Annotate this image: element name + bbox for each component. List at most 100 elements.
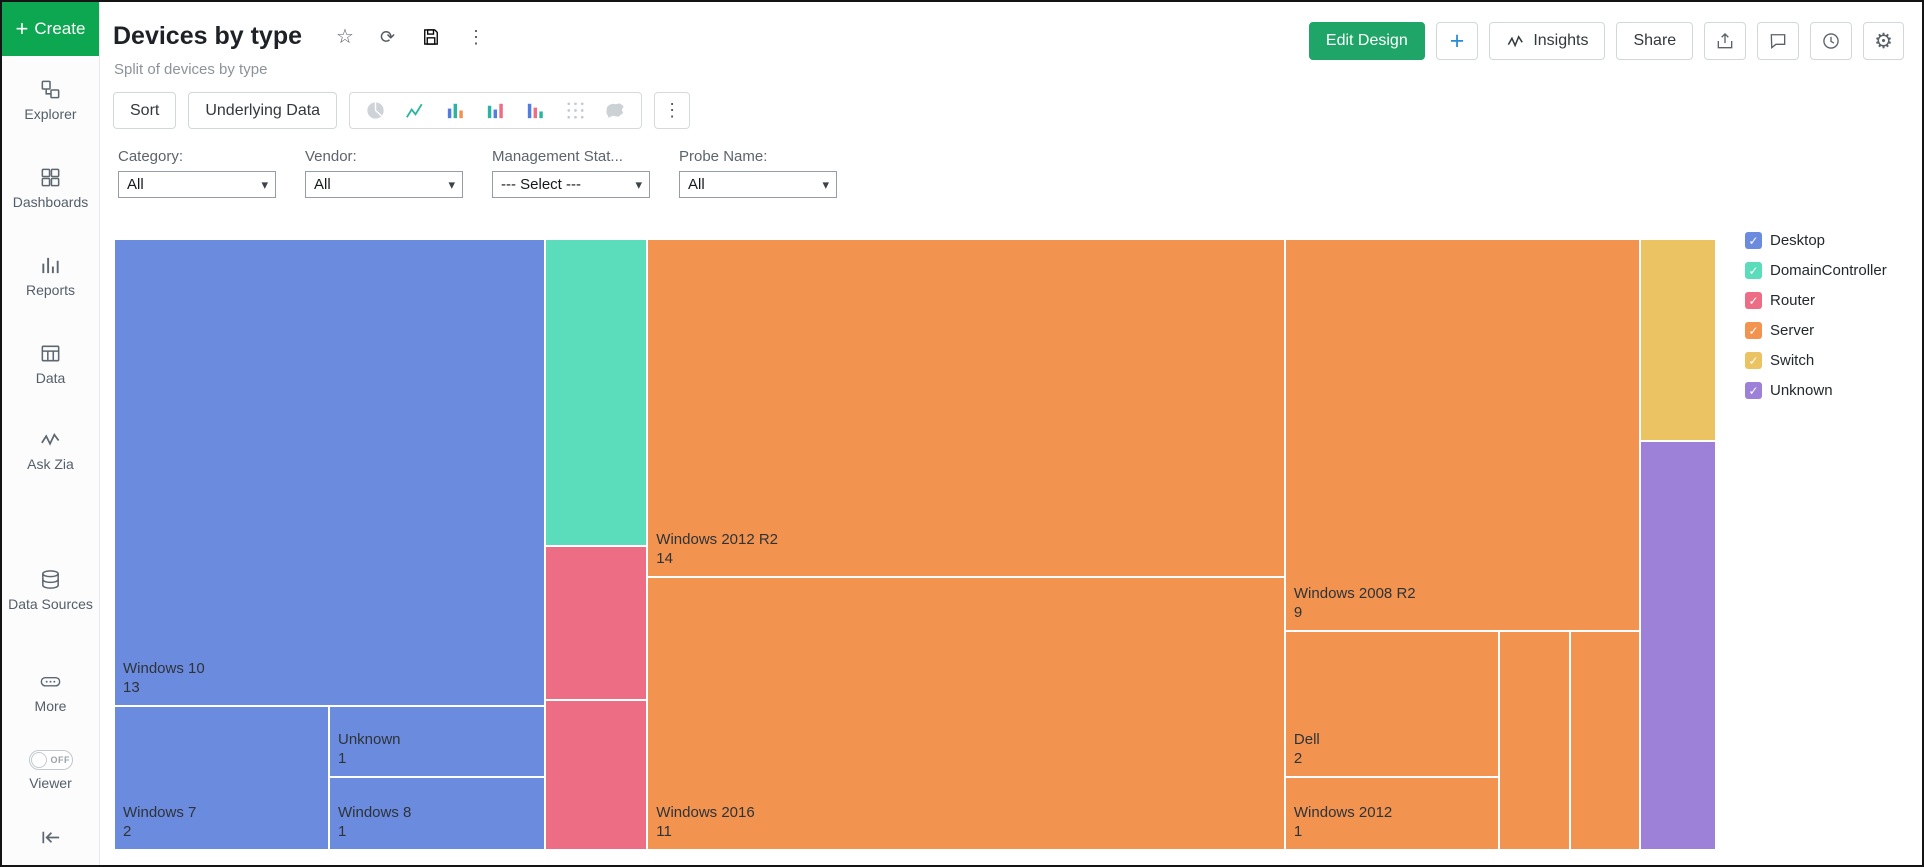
- treemap-cell[interactable]: Dell 2: [1284, 631, 1499, 778]
- treemap-cell[interactable]: [1639, 440, 1716, 850]
- legend-item[interactable]: ✓ Server: [1745, 322, 1887, 339]
- chart-type-switcher: [349, 92, 643, 129]
- edit-design-button[interactable]: Edit Design: [1308, 22, 1425, 60]
- treemap-cell-label: Dell: [1293, 731, 1320, 749]
- sidebar-collapse[interactable]: [2, 826, 99, 849]
- filter-vendor: Vendor: All ▾: [305, 148, 463, 198]
- treemap-cell-value: 1: [337, 822, 347, 840]
- map-chart-icon[interactable]: [604, 99, 627, 122]
- vendor-filter-select[interactable]: All ▾: [305, 171, 463, 198]
- save-icon[interactable]: [421, 27, 441, 47]
- treemap-cell-label: Windows 2016: [656, 803, 755, 821]
- treemap-cell[interactable]: Windows 10 13: [114, 239, 546, 707]
- probe-name-filter-select[interactable]: All ▾: [679, 171, 837, 198]
- history-button[interactable]: [1810, 22, 1853, 60]
- viewer-toggle[interactable]: OFF: [28, 750, 73, 770]
- sidebar-item-label: Dashboards: [12, 194, 89, 210]
- legend-checkbox[interactable]: ✓: [1745, 292, 1762, 309]
- chevron-down-icon: ▾: [261, 176, 268, 192]
- legend-label: Unknown: [1770, 382, 1833, 399]
- share-button[interactable]: Share: [1616, 22, 1694, 60]
- sidebar-item-viewer[interactable]: OFF Viewer: [2, 750, 99, 792]
- toggle-state-label: OFF: [50, 755, 70, 765]
- sidebar-item-ask-zia[interactable]: Ask Zia: [2, 428, 99, 473]
- filter-label: Management Stat...: [492, 148, 623, 165]
- favorite-star-icon[interactable]: ☆: [336, 25, 354, 48]
- kebab-menu-icon: ⋮: [663, 100, 682, 120]
- line-chart-icon[interactable]: [404, 99, 427, 122]
- treemap-cell[interactable]: [545, 699, 648, 850]
- treemap-cell[interactable]: [1569, 631, 1640, 850]
- treemap-cell[interactable]: [545, 239, 648, 547]
- treemap-cell[interactable]: Windows 2008 R2 9: [1284, 239, 1640, 632]
- more-icon: [40, 676, 61, 687]
- kebab-menu-icon[interactable]: ⋮: [467, 26, 486, 47]
- sidebar-item-label: Explorer: [24, 106, 77, 122]
- legend-checkbox[interactable]: ✓: [1745, 382, 1762, 399]
- sidebar-item-reports[interactable]: Reports: [2, 254, 99, 299]
- management-status-filter-select[interactable]: --- Select --- ▾: [492, 171, 650, 198]
- toolbar-more-button[interactable]: ⋮: [654, 92, 691, 129]
- sidebar-item-data-sources[interactable]: Data Sources: [2, 568, 99, 613]
- treemap-cell-label: Windows 8: [337, 803, 412, 821]
- underlying-data-button[interactable]: Underlying Data: [188, 92, 338, 129]
- treemap-cell[interactable]: [1498, 631, 1570, 850]
- category-filter-select[interactable]: All ▾: [118, 171, 276, 198]
- filter-probe-name: Probe Name: All ▾: [679, 148, 837, 198]
- treemap-cell-value: 9: [1293, 604, 1303, 622]
- legend-item[interactable]: ✓ Router: [1745, 292, 1887, 309]
- sidebar-item-data[interactable]: Data: [2, 342, 99, 387]
- select-value: All: [688, 176, 705, 193]
- legend-checkbox[interactable]: ✓: [1745, 232, 1762, 249]
- legend-label: Desktop: [1770, 232, 1826, 249]
- scatter-chart-icon[interactable]: [564, 99, 587, 122]
- treemap-cell[interactable]: Windows 2012 1: [1284, 777, 1499, 850]
- treemap-cell[interactable]: [1639, 239, 1716, 441]
- export-icon: [1717, 32, 1733, 49]
- data-table-icon: [41, 345, 60, 362]
- export-button[interactable]: [1704, 22, 1747, 60]
- treemap-cell[interactable]: [545, 546, 648, 700]
- sort-button[interactable]: Sort: [113, 92, 177, 129]
- stacked-bar-chart-icon[interactable]: [484, 99, 507, 122]
- pie-chart-icon[interactable]: [364, 99, 387, 122]
- settings-button[interactable]: ⚙: [1863, 22, 1904, 60]
- gear-icon: ⚙: [1874, 29, 1893, 53]
- insights-button[interactable]: Insights: [1489, 22, 1606, 60]
- bar-chart-icon[interactable]: [444, 99, 467, 122]
- sidebar-item-label: Reports: [25, 282, 76, 298]
- treemap-cell-label: Unknown: [337, 731, 401, 749]
- refresh-icon[interactable]: ⟳: [379, 26, 396, 47]
- sidebar-item-dashboards[interactable]: Dashboards: [2, 166, 99, 211]
- legend-checkbox[interactable]: ✓: [1745, 262, 1762, 279]
- reports-icon: [42, 257, 59, 274]
- legend-item[interactable]: ✓ Switch: [1745, 352, 1887, 369]
- legend-item[interactable]: ✓ DomainController: [1745, 262, 1887, 279]
- combo-chart-icon[interactable]: [524, 99, 547, 122]
- treemap-cell-label: Windows 10: [123, 660, 205, 678]
- legend-label: Router: [1770, 292, 1816, 309]
- create-button[interactable]: + Create: [2, 2, 99, 56]
- legend-checkbox[interactable]: ✓: [1745, 352, 1762, 369]
- legend-checkbox[interactable]: ✓: [1745, 322, 1762, 339]
- select-value: All: [127, 176, 144, 193]
- sidebar-item-explorer[interactable]: Explorer: [2, 78, 99, 123]
- treemap-cell[interactable]: Unknown 1: [328, 706, 546, 778]
- add-button[interactable]: +: [1435, 22, 1479, 60]
- legend-item[interactable]: ✓ Desktop: [1745, 232, 1887, 249]
- filter-management-status: Management Stat... --- Select --- ▾: [492, 148, 650, 198]
- treemap-cell[interactable]: Windows 2016 11: [647, 577, 1285, 850]
- data-sources-icon: [42, 570, 59, 589]
- treemap-cell[interactable]: Windows 2012 R2 14: [647, 239, 1285, 578]
- dashboards-icon: [41, 168, 60, 187]
- legend-item[interactable]: ✓ Unknown: [1745, 382, 1887, 399]
- filter-category: Category: All ▾: [118, 148, 276, 198]
- comment-icon: [1770, 34, 1786, 50]
- sidebar-item-more[interactable]: More: [2, 670, 99, 715]
- header-actions: Edit Design + Insights Share: [1308, 22, 1904, 60]
- comments-button[interactable]: [1757, 22, 1800, 60]
- treemap-cell-value: 1: [337, 750, 347, 768]
